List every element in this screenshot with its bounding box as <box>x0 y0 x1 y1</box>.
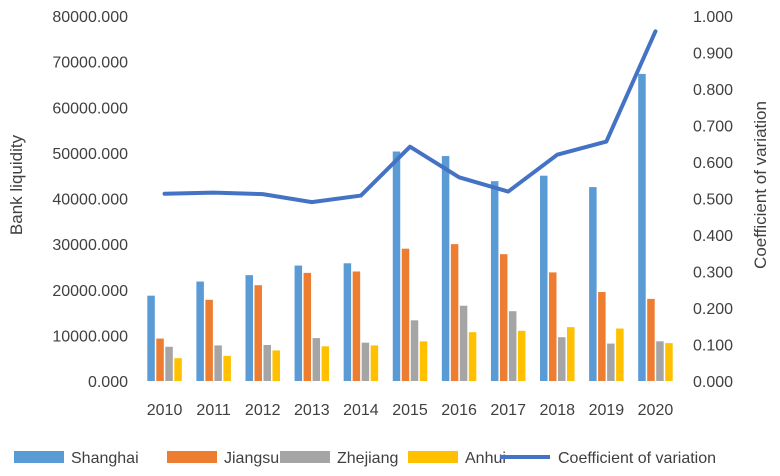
bar-zhejiang <box>410 320 419 381</box>
x-tick-label: 2012 <box>245 402 281 419</box>
bar-shanghai <box>638 73 646 381</box>
bar-anhui <box>370 345 379 381</box>
x-tick-label: 2015 <box>392 402 428 419</box>
legend-swatch-jiangsu <box>167 451 217 463</box>
y2-tick-label: 0.700 <box>693 119 733 136</box>
bar-zhejiang <box>312 338 321 381</box>
bar-shanghai <box>294 265 303 381</box>
y2-tick-label: 0.100 <box>693 338 733 355</box>
x-tick-label: 2020 <box>638 402 674 419</box>
bar-zhejiang <box>607 343 615 381</box>
legend-label-jiangsu: Jiangsu <box>224 450 279 467</box>
y-tick-label: 50000.000 <box>52 146 128 163</box>
legend-label-anhui: Anhui <box>465 450 506 467</box>
legend: Shanghai Jiangsu Zhejiang Anhui Coefficient … <box>14 450 716 467</box>
bar-anhui <box>665 343 673 381</box>
bar-shanghai <box>589 187 597 381</box>
bar-jiangsu <box>499 254 508 381</box>
bar-anhui <box>272 350 280 381</box>
x-tick-label: 2016 <box>441 402 477 419</box>
y-tick-label: 80000.000 <box>52 9 128 26</box>
y2-tick-label: 0.500 <box>693 192 733 209</box>
y2-tick-label: 0.900 <box>693 46 733 63</box>
bar-jiangsu <box>401 248 410 381</box>
y-tick-label: 10000.000 <box>52 328 128 345</box>
legend-label-coefficient-of-variation: Coefficient of variation <box>558 450 716 467</box>
x-tick-label: 2014 <box>343 402 379 419</box>
bar-shanghai <box>245 275 253 381</box>
y-tick-label: 20000.000 <box>52 283 128 300</box>
bar-anhui <box>321 346 330 381</box>
bars <box>147 73 673 382</box>
y2-tick-label: 0.800 <box>693 82 733 99</box>
bar-anhui <box>419 341 428 381</box>
y-axis-label: Bank liquidity <box>7 134 26 235</box>
bar-jiangsu <box>352 271 361 381</box>
y-tick-label: 60000.000 <box>52 100 128 117</box>
y2-tick-label: 0.000 <box>693 374 733 391</box>
y-tick-label: 0.000 <box>88 374 128 391</box>
bar-anhui <box>468 332 477 381</box>
y-tick-label: 30000.000 <box>52 237 128 254</box>
bar-zhejiang <box>459 305 468 381</box>
bar-anhui <box>616 328 624 381</box>
y-tick-label: 70000.000 <box>52 55 128 72</box>
y2-tick-label: 1.000 <box>693 9 733 26</box>
bar-shanghai <box>490 181 499 381</box>
y-tick-label: 40000.000 <box>52 192 128 209</box>
x-tick-label: 2019 <box>589 402 625 419</box>
y2-tick-label: 0.400 <box>693 228 733 245</box>
bar-zhejiang <box>165 346 173 381</box>
bar-jiangsu <box>598 292 606 381</box>
bar-zhejiang <box>558 337 566 381</box>
legend-swatch-shanghai <box>14 451 64 463</box>
bar-anhui <box>567 327 575 381</box>
bar-shanghai <box>147 295 155 381</box>
x-tick-label: 2017 <box>490 402 526 419</box>
bar-jiangsu <box>549 272 557 381</box>
y2-tick-label: 0.600 <box>693 155 733 172</box>
legend-swatch-zhejiang <box>280 451 330 463</box>
cv-line-group <box>162 29 658 205</box>
bar-jiangsu <box>303 272 312 381</box>
bar-shanghai <box>540 175 548 381</box>
bar-zhejiang <box>508 311 517 381</box>
y-axis-ticks: 0.000 10000.000 20000.000 30000.000 40000.00… <box>52 9 128 391</box>
x-axis-ticks: 2010 2011 2012 2013 2014 2015 2016 2017 2018 2019… <box>147 402 674 419</box>
bar-zhejiang <box>656 341 664 381</box>
bar-zhejiang <box>214 345 222 381</box>
bar-anhui <box>174 358 182 381</box>
y2-tick-label: 0.300 <box>693 265 733 282</box>
y2-axis-label: Coefficient of variation <box>751 101 770 269</box>
coefficient-of-variation-line <box>162 29 658 205</box>
bar-jiangsu <box>254 285 262 381</box>
y2-tick-label: 0.200 <box>693 301 733 318</box>
x-tick-label: 2010 <box>147 402 183 419</box>
x-tick-label: 2011 <box>196 402 231 419</box>
bar-jiangsu <box>205 299 213 381</box>
y2-axis-ticks: 0.000 0.100 0.200 0.300 0.400 0.500 0.600 0.700… <box>693 9 733 391</box>
bar-shanghai <box>343 263 352 381</box>
legend-label-zhejiang: Zhejiang <box>337 450 398 467</box>
bar-shanghai <box>392 151 401 381</box>
x-tick-label: 2013 <box>294 402 330 419</box>
bar-anhui <box>517 330 526 381</box>
bar-shanghai <box>196 281 204 381</box>
bar-jiangsu <box>156 338 164 381</box>
x-tick-label: 2018 <box>539 402 575 419</box>
bar-anhui <box>223 355 231 381</box>
bar-jiangsu <box>450 244 459 382</box>
bar-zhejiang <box>263 344 271 381</box>
legend-label-shanghai: Shanghai <box>71 450 139 467</box>
bar-zhejiang <box>361 342 370 381</box>
legend-swatch-anhui <box>408 451 458 463</box>
bar-jiangsu <box>647 298 655 382</box>
bar-shanghai <box>441 156 450 381</box>
